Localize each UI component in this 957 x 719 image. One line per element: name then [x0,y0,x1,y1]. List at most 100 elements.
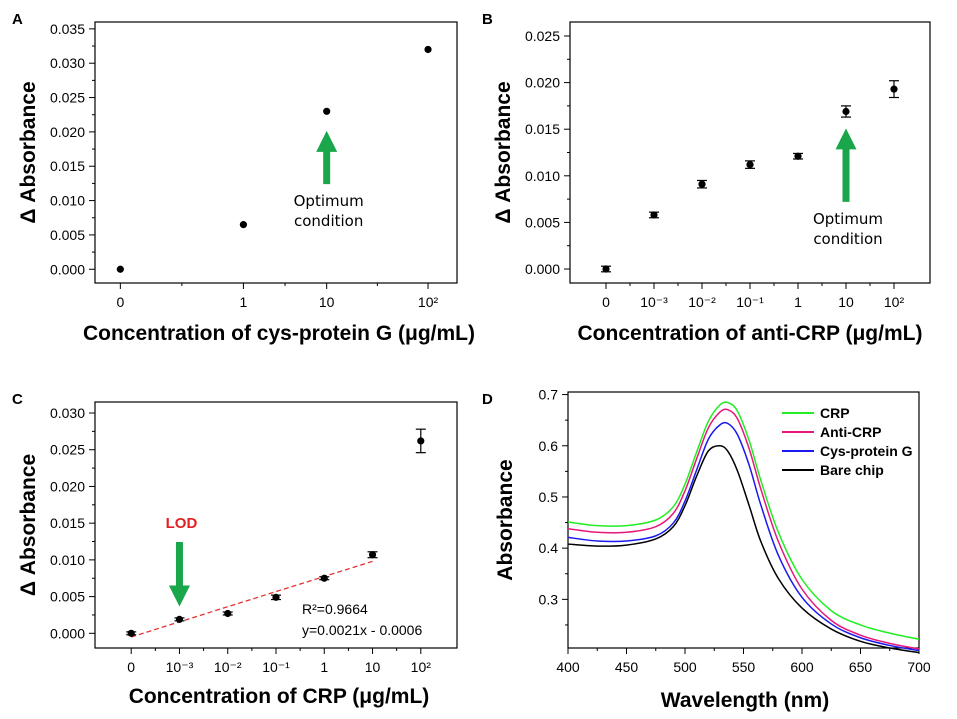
x-axis-label-b: Concentration of anti-CRP (μg/mL) [578,322,923,345]
x-tick-label-d: 450 [615,659,639,675]
y-tick-label-a: 0.035 [50,21,85,37]
legend-label-anti-crp: Anti-CRP [820,424,881,440]
data-point-c [320,574,328,582]
data-point-c [175,615,184,623]
x-tick-label-d: 500 [673,659,697,675]
lod-label-c: LOD [166,515,198,532]
y-tick-label-c: 0.025 [50,442,85,458]
y-tick-label-c: 0.000 [50,625,85,641]
x-tick-label-c: 1 [320,659,328,675]
y-tick-label-a: 0.005 [50,227,85,243]
y-tick-label-b: 0.025 [525,28,560,44]
y-tick-label-b: 0.010 [525,168,560,184]
annotation-line1-a: Optimum [294,192,364,210]
panel-letter-d: D [482,391,493,408]
y-tick-label-a: 0.010 [50,193,85,209]
x-axis-label-c: Concentration of CRP (μg/mL) [129,685,430,708]
data-point-c [127,629,135,637]
chart-panel-a: 0.000 0.005 0.010 0.015 0.020 0.025 0.030 0.035… [17,21,475,345]
x-tick-label-a: 10 [319,294,335,310]
data-point-b [746,161,754,169]
y-tick-label-c: 0.005 [50,589,85,605]
x-tick-label-d: 600 [790,659,814,675]
x-tick-label-d: 700 [907,659,931,675]
x-axis-label-d: Wavelength (nm) [661,689,829,712]
x-tick-label-a: 10² [418,294,439,310]
data-point-b [890,85,898,93]
x-tick-label-b: 10⁻³ [640,294,668,310]
axes-frame-a [94,21,458,284]
series-line-cys-protein-g [567,421,920,652]
y-tick-label-a: 0.015 [50,158,85,174]
chart-panel-d: 400 450 500 550 600 650 700 0.3 0.4 0.5 0.6 0.7 CRP A… [494,387,931,712]
y-tick-label-a: 0.030 [50,55,85,71]
x-tick-label-c: 10⁻² [214,659,242,675]
x-tick-label-c: 10⁻³ [166,659,194,675]
x-tick-label-b: 10⁻² [688,294,716,310]
annotation-line2-b: condition [813,230,882,248]
y-tick-label-b: 0.015 [525,121,560,137]
y-axis-label-b: Δ Absorbance [492,81,515,223]
y-axis-label-c: Δ Absorbance [17,454,40,596]
x-tick-label-b: 10 [838,294,854,310]
y-tick-label-a: 0.025 [50,90,85,106]
x-tick-label-b: 0 [602,294,610,310]
x-tick-label-b: 1 [794,294,802,310]
y-tick-label-d: 0.5 [539,489,559,505]
x-tick-label-d: 550 [732,659,756,675]
y-tick-label-c: 0.030 [50,405,85,421]
data-point-c [368,551,377,559]
x-tick-label-c: 10 [365,659,381,675]
series-line-crp [567,401,920,641]
x-tick-label-c: 10² [411,659,432,675]
panel-letter-c: C [12,391,23,408]
y-tick-label-a: 0.000 [50,261,85,277]
annotation-line1-b: Optimum [813,210,883,228]
data-point-b [794,152,802,160]
data-point-c [417,437,425,445]
panel-letter-b: B [482,11,493,28]
x-tick-label-c: 10⁻¹ [262,659,290,675]
fit-equation-c: y=0.0021x - 0.0006 [302,622,422,638]
x-tick-label-b: 10² [884,294,905,310]
y-tick-label-c: 0.015 [50,515,85,531]
fit-line-c [131,560,373,638]
data-point-c [272,593,280,601]
annotation-line2-a: condition [294,212,363,230]
x-tick-label-c: 0 [127,659,135,675]
y-tick-label-d: 0.7 [539,387,559,403]
legend-label-bare-chip: Bare chip [820,462,884,478]
x-tick-label-a: 1 [240,294,248,310]
data-point-a [323,107,331,115]
y-tick-label-d: 0.3 [539,591,559,607]
legend-label-cys-protein-g: Cys-protein G [820,443,913,459]
data-point-b [650,211,658,219]
y-tick-label-c: 0.020 [50,478,85,494]
panel-letter-a: A [12,11,23,28]
y-tick-label-d: 0.4 [539,540,559,556]
y-tick-label-a: 0.020 [50,124,85,140]
x-tick-label-b: 10⁻¹ [736,294,764,310]
data-point-a [424,45,432,54]
data-point-a [239,221,248,229]
series-line-bare-chip [567,444,920,654]
chart-panel-c: 0.000 0.005 0.010 0.015 0.020 0.025 0.030 0 10⁻³… [17,401,458,708]
y-tick-label-c: 0.010 [50,552,85,568]
y-tick-label-b: 0.000 [525,261,560,277]
y-tick-label-b: 0.005 [525,214,560,230]
y-tick-label-b: 0.020 [525,75,560,91]
data-point-c [224,609,232,618]
y-axis-label-d: Absorbance [494,459,517,580]
x-tick-label-a: 0 [116,294,124,310]
legend-label-crp: CRP [820,405,850,421]
chart-panel-b: 0.000 0.005 0.010 0.015 0.020 0.025 0 10⁻³ 10⁻² 1… [492,21,931,345]
y-tick-label-d: 0.6 [539,438,559,454]
fit-r2-c: R²=0.9664 [302,601,368,617]
series-line-anti-crp [567,408,920,650]
data-point-b [698,180,706,188]
axes-frame-c [94,401,458,649]
data-point-b [842,107,850,116]
data-point-b [602,265,610,273]
x-tick-label-d: 400 [556,659,580,675]
